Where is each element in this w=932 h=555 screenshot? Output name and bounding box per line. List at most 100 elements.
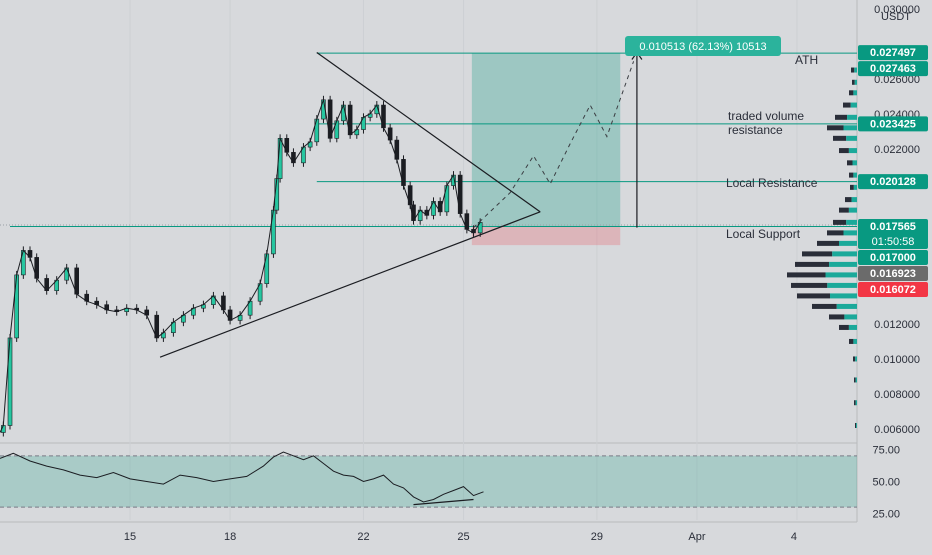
- volume-profile-bar-up: [856, 422, 857, 428]
- volume-profile-bar: [829, 314, 845, 320]
- volume-profile-bar: [843, 102, 851, 108]
- volume-profile-bar-up: [825, 272, 857, 278]
- price-label-box: [858, 61, 928, 77]
- volume-profile-bar: [839, 207, 849, 213]
- volume-profile-bar-up: [827, 282, 857, 288]
- volume-profile-bar-up: [844, 314, 857, 320]
- price-axis-tick: 0.026000: [874, 74, 920, 86]
- volume-profile-bar-up: [852, 160, 857, 166]
- price-label-text: 0.027497: [870, 47, 916, 59]
- price-axis-tick: 0.010000: [874, 354, 920, 366]
- volume-profile-bar: [802, 251, 833, 257]
- time-axis-tick: Apr: [688, 531, 705, 543]
- annotation-ath: ATH: [795, 53, 818, 67]
- price-label-box: [858, 249, 928, 265]
- volume-profile-bar: [854, 400, 856, 406]
- price-axis-tick: 0.006000: [874, 424, 920, 436]
- volume-profile-bar: [849, 90, 854, 96]
- measure-label-text: 0.010513 (62.13%) 10513: [639, 41, 766, 53]
- volume-profile-bar: [850, 184, 854, 190]
- volume-profile-bar-up: [843, 230, 857, 236]
- volume-profile-bar: [849, 172, 854, 178]
- volume-profile-bar-up: [853, 338, 857, 344]
- volume-profile-bar: [849, 338, 854, 344]
- triangle-lower-line[interactable]: [159, 211, 541, 358]
- rsi-band: [0, 455, 857, 508]
- profit-zone[interactable]: [471, 53, 621, 227]
- time-axis-tick: 18: [224, 531, 236, 543]
- volume-profile-bar: [817, 240, 839, 246]
- volume-profile-bar: [852, 79, 855, 85]
- volume-profile-bar-up: [847, 114, 857, 120]
- annotation-volume-resistance-1: traded volume: [728, 109, 804, 123]
- volume-profile-bar-up: [830, 293, 857, 299]
- volume-profile-bar: [795, 261, 830, 267]
- annotation-local-resistance: Local Resistance: [726, 176, 818, 190]
- volume-profile-bar: [833, 219, 847, 225]
- rsi-axis-tick: 25.00: [872, 509, 900, 521]
- price-label-box: [858, 174, 928, 190]
- volume-profile-bar-up: [848, 148, 857, 154]
- volume-profile-bar-up: [843, 125, 857, 131]
- rsi-axis-tick: 50.00: [872, 477, 900, 489]
- volume-profile-bar-up: [848, 207, 857, 213]
- price-label-box: [858, 218, 928, 249]
- triangle-upper-line[interactable]: [316, 52, 541, 213]
- price-label-text: 0.016072: [870, 284, 916, 296]
- projection-path[interactable]: [473, 61, 635, 228]
- price-label-text: 0.023425: [870, 118, 916, 130]
- volume-profile-bar: [797, 293, 830, 299]
- price-label-box: [858, 281, 928, 297]
- price-label-text: 0.027463: [870, 63, 916, 75]
- volume-profile-bar: [833, 135, 847, 141]
- price-label-text: 0.016923: [870, 268, 916, 280]
- price-axis-unit: USDT: [881, 11, 911, 23]
- volume-profile-bar: [839, 324, 849, 330]
- volume-profile-bar: [851, 67, 855, 73]
- volume-profile-bar: [845, 197, 852, 203]
- volume-profile-bar-up: [836, 303, 857, 309]
- volume-profile-bar-up: [846, 219, 857, 225]
- price-axis-tick: 0.008000: [874, 389, 920, 401]
- volume-profile-bar-up: [854, 79, 857, 85]
- price-label-text: 0.017565: [870, 221, 916, 233]
- volume-profile-bar-up: [848, 324, 857, 330]
- volume-profile-bar-up: [832, 251, 857, 257]
- volume-profile-bar: [827, 230, 844, 236]
- volume-profile-bar-up: [851, 197, 857, 203]
- rsi-axis-tick: 75.00: [872, 444, 900, 456]
- volume-profile-bar: [855, 422, 857, 428]
- price-label-text: 0.020128: [870, 176, 916, 188]
- volume-profile-bar-up: [854, 67, 857, 73]
- time-axis-tick: 4: [791, 531, 797, 543]
- time-axis-tick: 15: [124, 531, 136, 543]
- volume-profile-bar: [853, 356, 856, 362]
- rsi-line: [0, 451, 484, 503]
- candle-body: [477, 222, 483, 234]
- volume-profile-bar-up: [853, 184, 857, 190]
- stop-zone[interactable]: [471, 226, 621, 246]
- volume-profile-bar-up: [853, 172, 857, 178]
- volume-profile-bar: [791, 282, 828, 288]
- price-label-box: [858, 265, 928, 281]
- volume-profile-bar-up: [829, 261, 857, 267]
- time-axis-tick: 25: [457, 531, 469, 543]
- price-line: [0, 99, 481, 433]
- volume-profile-bar-up: [850, 102, 857, 108]
- volume-profile-bar: [787, 272, 826, 278]
- volume-profile-bar: [839, 148, 849, 154]
- volume-profile-bar: [835, 114, 848, 120]
- price-label-box: [858, 116, 928, 132]
- price-label-countdown: 01:50:58: [872, 236, 915, 248]
- time-axis-tick: 22: [357, 531, 369, 543]
- price-axis-tick: 0.022000: [874, 144, 920, 156]
- volume-profile-bar: [847, 160, 853, 166]
- price-axis-tick: 0.012000: [874, 319, 920, 331]
- volume-profile-bar-up: [853, 90, 857, 96]
- volume-profile-bar-up: [855, 356, 857, 362]
- volume-profile-bar-up: [846, 135, 857, 141]
- rsi-divergence-line[interactable]: [413, 498, 474, 506]
